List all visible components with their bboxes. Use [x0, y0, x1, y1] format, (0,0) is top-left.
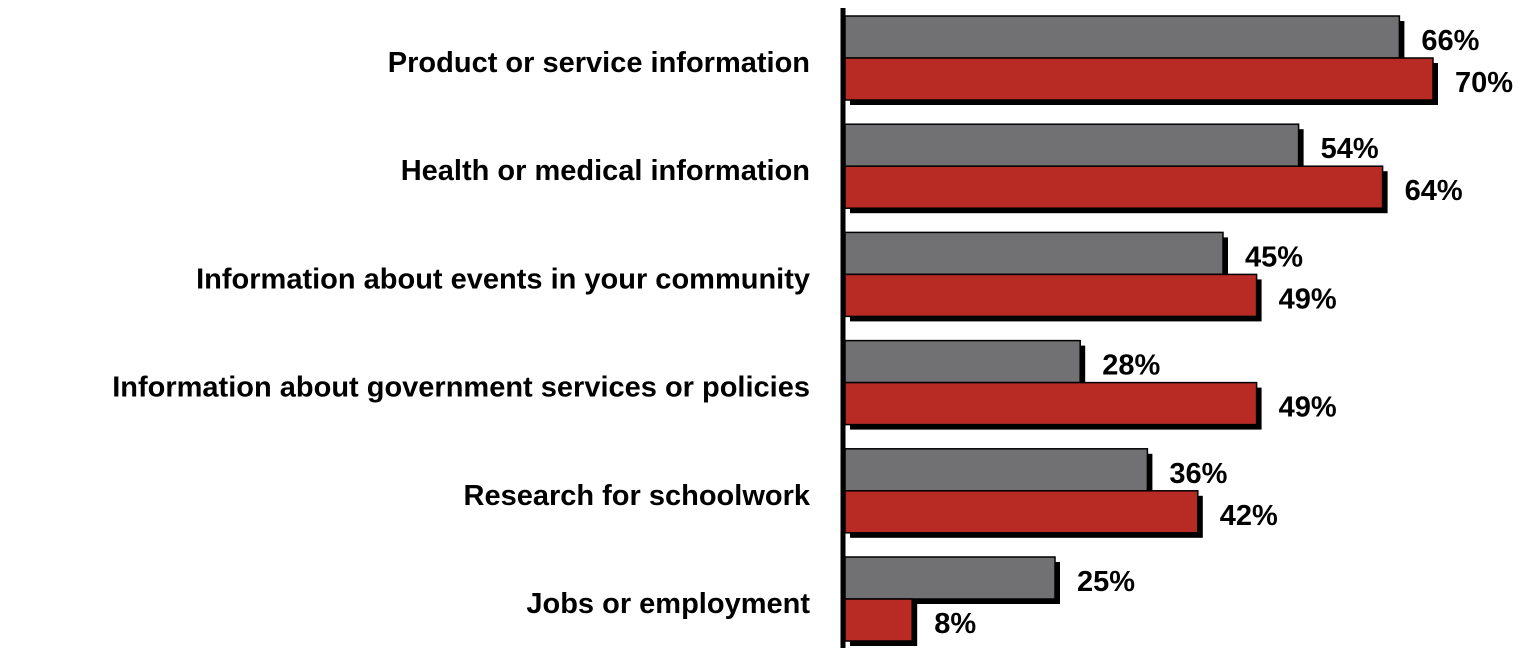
value-label: 45%	[1245, 241, 1303, 273]
category-label: Information about government services or…	[112, 372, 810, 404]
value-label: 70%	[1455, 67, 1513, 99]
value-label: 54%	[1321, 133, 1379, 165]
bar-series-2	[844, 381, 1258, 426]
category-labels: Product or service information Health or …	[112, 47, 811, 620]
category-label: Information about events in your communi…	[196, 263, 810, 295]
value-label: 8%	[934, 608, 976, 640]
bar-series-1	[844, 231, 1224, 276]
value-label: 66%	[1421, 25, 1479, 57]
value-labels: 66% 70% 54% 64% 45% 49% 28% 49% 36% 42% 25% 8%	[934, 25, 1513, 640]
value-label: 42%	[1220, 500, 1278, 532]
bar-series-1	[844, 448, 1149, 492]
value-label: 25%	[1077, 566, 1135, 598]
value-label: 49%	[1279, 392, 1337, 424]
bars	[844, 15, 1438, 646]
value-label: 28%	[1102, 350, 1160, 382]
bar-series-2	[844, 490, 1199, 534]
category-label: Jobs or employment	[526, 588, 810, 620]
value-label: 36%	[1169, 458, 1227, 490]
bar-series-1	[844, 123, 1300, 167]
bar-series-1	[844, 556, 1056, 600]
bar-series-1	[844, 339, 1081, 384]
value-label: 64%	[1405, 175, 1463, 207]
bar-series-2	[844, 57, 1434, 101]
bar-series-1	[844, 15, 1401, 59]
bar-series-2	[844, 165, 1384, 209]
category-label: Research for schoolwork	[464, 480, 811, 512]
category-label: Product or service information	[388, 47, 810, 79]
value-label: 49%	[1279, 283, 1337, 315]
category-label: Health or medical information	[401, 155, 810, 187]
bar-series-2	[844, 598, 913, 642]
bar-series-2	[844, 273, 1258, 318]
